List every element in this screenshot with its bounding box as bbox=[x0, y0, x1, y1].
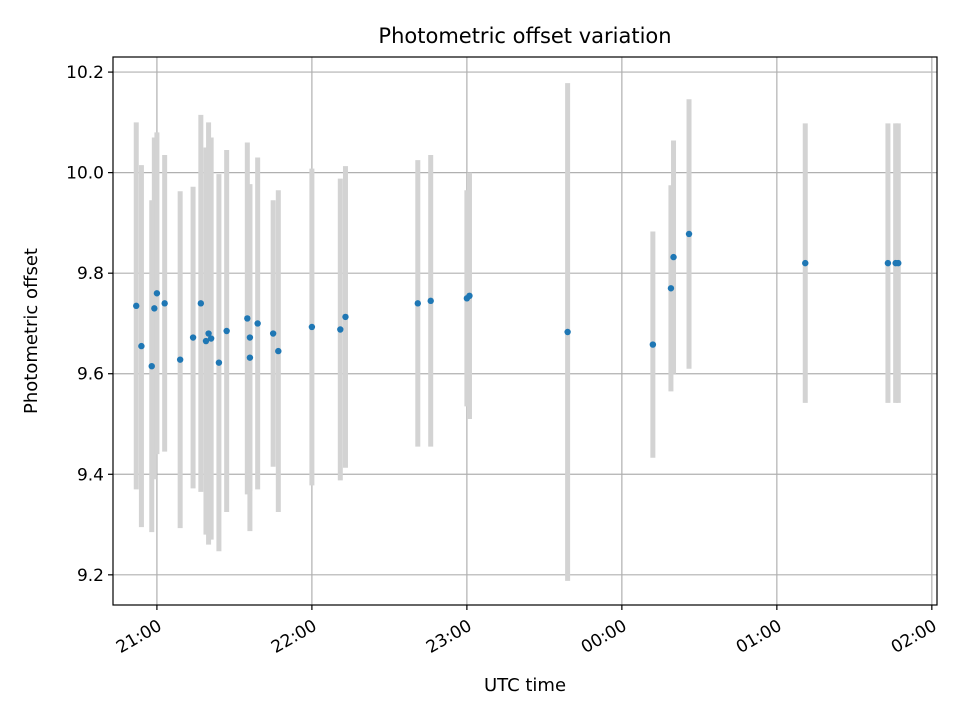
data-point bbox=[215, 359, 223, 366]
x-tick-label: 02:00 bbox=[888, 616, 940, 658]
data-point bbox=[802, 259, 809, 267]
data-point bbox=[148, 362, 155, 370]
data-point bbox=[244, 315, 251, 322]
x-tick-label: 00:00 bbox=[578, 616, 630, 658]
data-point bbox=[246, 334, 254, 341]
y-axis-label: Photometric offset bbox=[21, 248, 42, 414]
x-tick-label: 23:00 bbox=[423, 616, 475, 658]
data-point bbox=[337, 326, 344, 333]
data-point bbox=[151, 305, 158, 312]
plot-background bbox=[113, 57, 937, 605]
y-tick-label: 9.2 bbox=[77, 566, 104, 586]
y-tick-label: 9.6 bbox=[77, 365, 104, 385]
data-point bbox=[884, 259, 892, 267]
data-point bbox=[138, 342, 145, 350]
data-point bbox=[205, 330, 212, 337]
data-point bbox=[189, 334, 197, 341]
data-point bbox=[223, 327, 230, 335]
chart-title: Photometric offset variation bbox=[378, 24, 671, 48]
data-point bbox=[649, 341, 657, 348]
data-point bbox=[176, 356, 184, 363]
y-tick-label: 9.8 bbox=[77, 264, 104, 284]
x-tick-label: 22:00 bbox=[268, 616, 320, 658]
x-tick-label: 01:00 bbox=[733, 616, 785, 658]
x-axis-label: UTC time bbox=[484, 675, 566, 696]
data-point bbox=[133, 302, 140, 310]
data-point bbox=[670, 253, 677, 261]
data-point bbox=[342, 313, 349, 321]
data-point bbox=[269, 330, 277, 337]
data-point bbox=[153, 290, 161, 297]
y-axis: 9.2 9.4 9.6 9.8 10.0 10.2 bbox=[66, 63, 113, 586]
data-point bbox=[254, 320, 261, 327]
data-point bbox=[207, 335, 215, 342]
data-point bbox=[895, 259, 902, 267]
data-point bbox=[414, 300, 422, 307]
data-point bbox=[564, 328, 571, 336]
data-point bbox=[246, 354, 254, 361]
x-axis: 21:00 22:00 23:00 00:00 01:00 02:00 bbox=[113, 605, 940, 658]
data-point bbox=[275, 347, 282, 355]
data-point bbox=[202, 337, 210, 345]
x-tick-label: 21:00 bbox=[113, 616, 165, 658]
data-point bbox=[466, 292, 473, 300]
data-points bbox=[133, 230, 902, 370]
y-tick-label: 9.4 bbox=[77, 465, 104, 485]
data-point bbox=[427, 297, 434, 305]
plot-frame bbox=[112, 56, 938, 606]
data-point bbox=[667, 285, 675, 292]
data-point bbox=[161, 300, 168, 307]
y-tick-label: 10.0 bbox=[66, 164, 104, 184]
data-point bbox=[197, 300, 205, 307]
y-tick-label: 10.2 bbox=[66, 63, 104, 83]
data-point bbox=[308, 323, 316, 331]
data-point bbox=[685, 230, 693, 238]
